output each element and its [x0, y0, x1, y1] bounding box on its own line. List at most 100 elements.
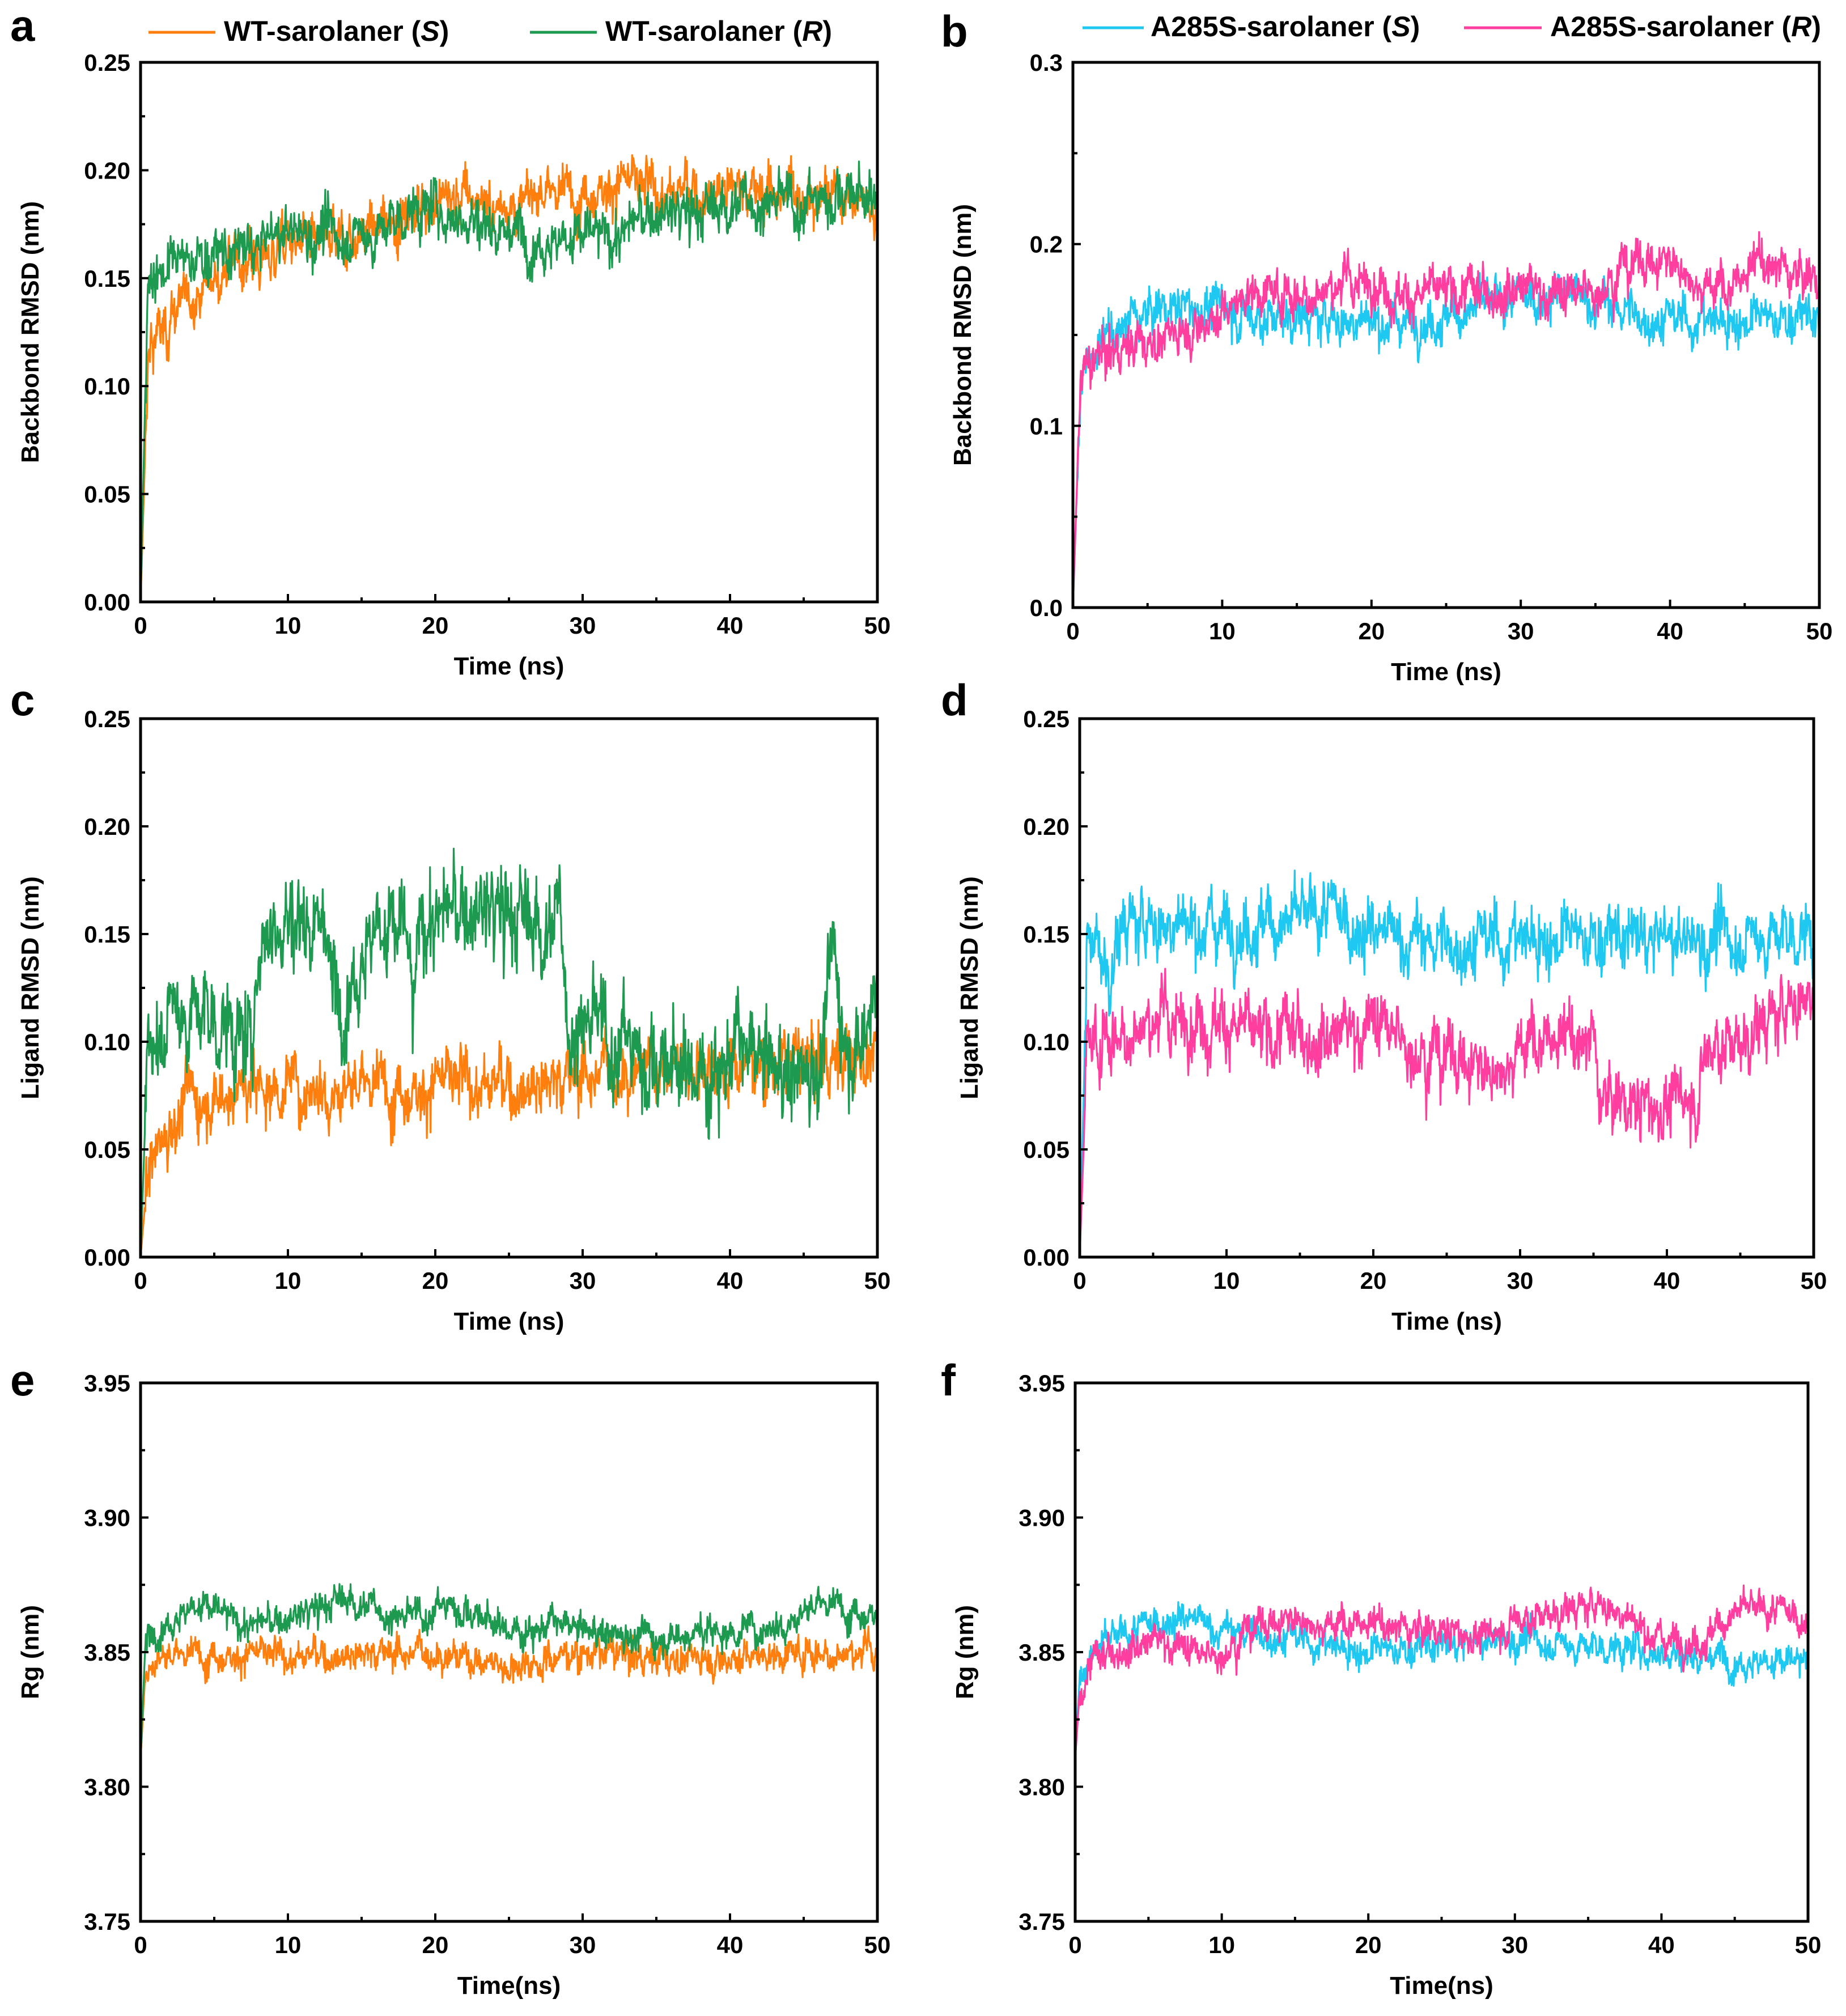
x-tick-label: 20 — [1355, 1932, 1382, 1958]
x-tick-label: 0 — [134, 1267, 147, 1294]
y-axis-title: Backbond RMSD (nm) — [16, 201, 44, 463]
y-tick-label: 0.00 — [84, 589, 130, 616]
y-axis-title: Ligand RMSD (nm) — [956, 876, 983, 1100]
y-tick-label: 0.20 — [84, 157, 130, 184]
series-group — [1080, 869, 1814, 1257]
x-tick-label: 20 — [422, 1267, 449, 1294]
series-line-2 — [1080, 967, 1814, 1257]
x-tick-label: 10 — [1213, 1267, 1240, 1294]
y-tick-label: 0.10 — [84, 1029, 130, 1055]
x-tick-label: 30 — [570, 1267, 596, 1294]
x-tick-label: 20 — [1360, 1267, 1387, 1294]
x-tick-label: 0 — [1066, 618, 1079, 644]
y-axis-title: Rg (nm) — [951, 1605, 979, 1699]
x-tick-label: 30 — [1508, 618, 1534, 644]
y-tick-label: 0.05 — [1023, 1136, 1070, 1163]
x-tick-label: 50 — [864, 1267, 891, 1294]
y-tick-label: 0.3 — [1030, 49, 1063, 76]
y-axis-title: Backbond RMSD (nm) — [949, 204, 977, 466]
plot-frame — [139, 717, 879, 1259]
y-tick-label: 0.00 — [1023, 1244, 1070, 1271]
x-tick-label: 40 — [1657, 618, 1683, 644]
series-line-1 — [141, 1625, 877, 1760]
y-tick-label: 3.95 — [84, 1370, 130, 1397]
x-tick-label: 20 — [1358, 618, 1385, 644]
series-group — [141, 1583, 877, 1760]
x-tick-label: 40 — [717, 612, 744, 639]
chart-panel-c: c 0 10 20 30 40 50 0.00 0.05 0.10 0.15 0.20 0.25 Time… — [10, 675, 890, 1335]
x-tick-label: 10 — [275, 1932, 302, 1958]
x-tick-label: 0 — [1068, 1932, 1081, 1958]
y-tick-label: 3.80 — [84, 1774, 130, 1801]
series-group — [1073, 231, 1819, 608]
y-tick-label: 0.1 — [1030, 413, 1063, 439]
series-line-1 — [1080, 869, 1814, 1257]
plot-frame — [1078, 717, 1815, 1259]
x-tick-label: 10 — [1208, 1932, 1235, 1958]
y-tick-label: 0.0 — [1030, 595, 1063, 621]
x-tick-label: 50 — [1795, 1932, 1822, 1958]
x-tick-label: 10 — [275, 1267, 302, 1294]
x-axis-title: Time (ns) — [1391, 658, 1501, 686]
y-tick-label: 3.85 — [1019, 1639, 1065, 1666]
series-line-1 — [141, 1018, 877, 1257]
x-tick-label: 10 — [275, 612, 302, 639]
y-tick-label: 3.75 — [1019, 1908, 1065, 1935]
chart-panel-f: f 0 10 20 30 40 50 3.75 3.80 3.85 3.90 3.95 Time(ns)… — [941, 1355, 1821, 2000]
legend-label: WT-sarolaner (S) — [224, 15, 449, 47]
x-tick-label: 10 — [1209, 618, 1236, 644]
x-tick-label: 50 — [864, 1932, 891, 1958]
y-tick-label: 3.75 — [84, 1908, 130, 1935]
y-tick-label: 0.10 — [1023, 1029, 1070, 1055]
series-group — [1075, 1584, 1808, 1760]
x-axis-title: Time (ns) — [1391, 1308, 1502, 1335]
x-axis-title: Time (ns) — [454, 1308, 565, 1335]
y-tick-label: 3.90 — [84, 1505, 130, 1531]
x-tick-label: 30 — [570, 1932, 596, 1958]
y-tick-label: 0.15 — [84, 265, 130, 292]
series-line-2 — [1075, 1584, 1808, 1760]
y-axis-title: Ligand RMSD (nm) — [16, 876, 44, 1100]
chart-panel-b: b 0 10 20 30 40 50 0.0 0.1 0.2 0.3 Time (ns) Backbon… — [941, 6, 1832, 686]
x-tick-label: 50 — [1806, 618, 1833, 644]
x-tick-label: 30 — [1501, 1932, 1528, 1958]
x-tick-label: 0 — [1073, 1267, 1086, 1294]
legend: A285S-sarolaner (S) A285S-sarolaner (R) — [1083, 11, 1821, 43]
panel-letter-c: c — [10, 675, 35, 725]
legend-label: A285S-sarolaner (R) — [1550, 11, 1821, 43]
y-tick-label: 0.05 — [84, 1136, 130, 1163]
series-line-2 — [141, 160, 877, 602]
x-axis-title: Time (ns) — [454, 652, 565, 680]
y-tick-label: 0.25 — [84, 49, 130, 76]
y-axis-title: Rg (nm) — [16, 1605, 44, 1699]
x-tick-label: 50 — [864, 612, 891, 639]
legend-label: A285S-sarolaner (S) — [1151, 11, 1420, 43]
series-group — [141, 847, 877, 1257]
x-tick-label: 50 — [1801, 1267, 1827, 1294]
series-line-2 — [141, 1583, 877, 1760]
chart-panel-a: a 0 10 20 30 40 50 0.00 0.05 0.10 0.15 0.20 0.25 Time… — [10, 1, 890, 680]
plot-frame — [139, 1381, 879, 1923]
y-tick-label: 3.85 — [84, 1639, 130, 1666]
chart-panel-d: d 0 10 20 30 40 50 0.00 0.05 0.10 0.15 0.20 0.25 Time… — [941, 675, 1827, 1335]
x-tick-label: 20 — [422, 1932, 449, 1958]
panel-letter-d: d — [941, 675, 968, 725]
x-tick-label: 40 — [717, 1267, 744, 1294]
y-tick-label: 0.25 — [1023, 706, 1070, 732]
panel-letter-a: a — [10, 1, 35, 50]
x-tick-label: 40 — [1654, 1267, 1681, 1294]
legend-label: WT-sarolaner (R) — [605, 15, 832, 47]
y-tick-label: 0.20 — [1023, 813, 1070, 840]
y-tick-label: 3.80 — [1019, 1774, 1065, 1801]
x-axis-title: Time(ns) — [1390, 1972, 1493, 2000]
y-tick-label: 0.20 — [84, 813, 130, 840]
chart-panel-e: e 0 10 20 30 40 50 3.75 3.80 3.85 3.90 3.95 Time(ns)… — [10, 1355, 890, 2000]
y-tick-label: 0.15 — [1023, 921, 1070, 948]
x-tick-label: 0 — [134, 612, 147, 639]
series-line-2 — [141, 847, 877, 1257]
x-tick-label: 0 — [134, 1932, 147, 1958]
panel-letter-f: f — [941, 1355, 956, 1405]
x-tick-label: 40 — [1648, 1932, 1675, 1958]
y-tick-label: 3.95 — [1019, 1370, 1065, 1397]
